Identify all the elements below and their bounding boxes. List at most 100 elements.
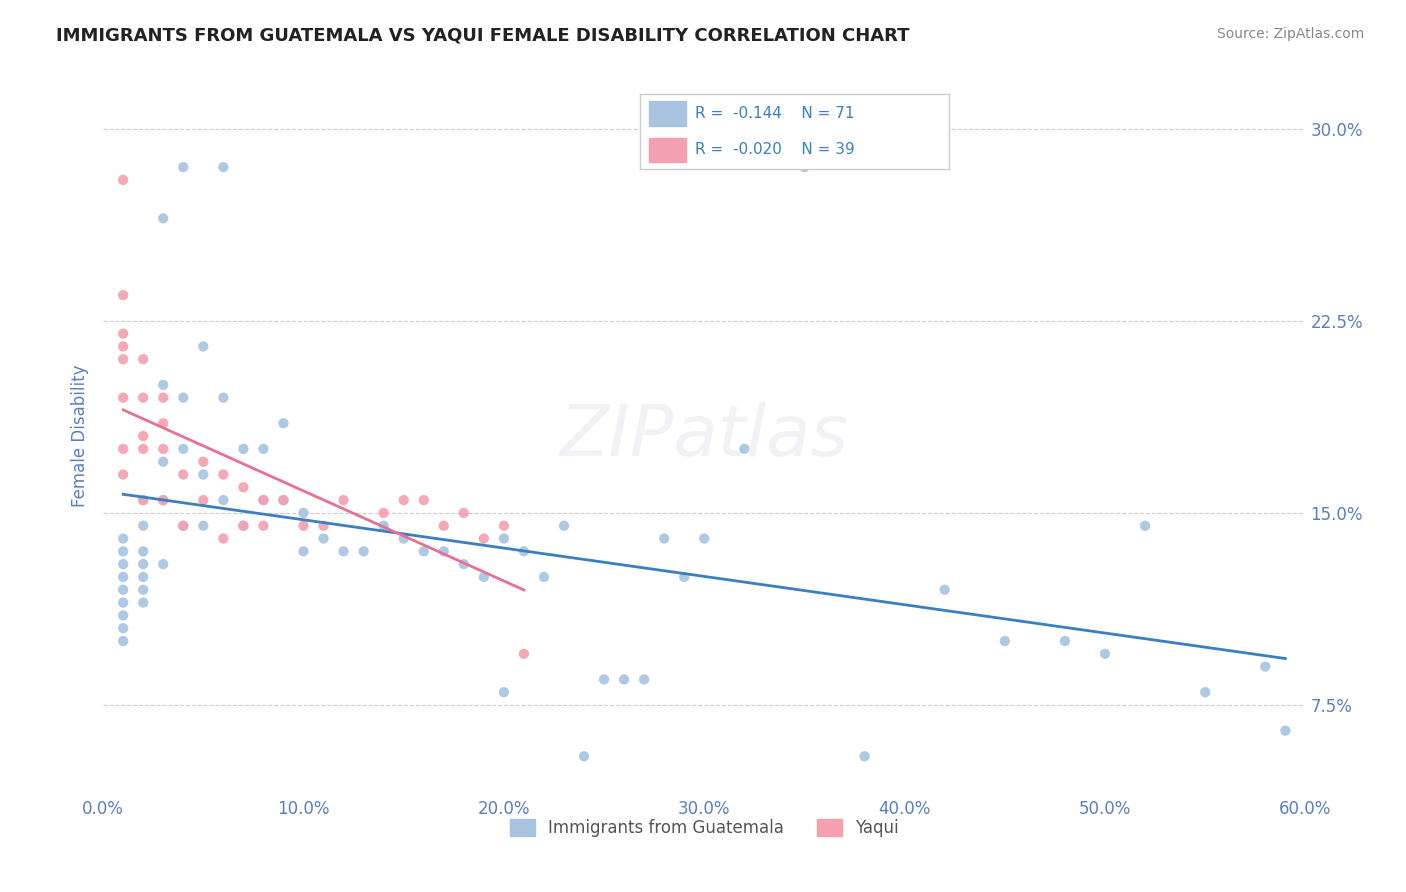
- Point: [312, 532, 335, 546]
- Point: [132, 429, 155, 443]
- Point: [212, 493, 235, 508]
- Point: [292, 544, 315, 558]
- Point: [193, 518, 215, 533]
- Point: [433, 544, 456, 558]
- Point: [132, 557, 155, 571]
- Point: [353, 544, 375, 558]
- Point: [292, 518, 315, 533]
- Point: [252, 493, 274, 508]
- Point: [132, 518, 155, 533]
- Point: [152, 557, 174, 571]
- Point: [112, 391, 135, 405]
- Point: [332, 544, 354, 558]
- Point: [152, 442, 174, 456]
- Point: [453, 557, 475, 571]
- Point: [232, 480, 254, 494]
- Point: [112, 544, 135, 558]
- Text: ZIPatlas: ZIPatlas: [560, 401, 849, 471]
- Text: R =  -0.020    N = 39: R = -0.020 N = 39: [696, 142, 855, 157]
- Point: [172, 160, 194, 174]
- Point: [112, 608, 135, 623]
- Point: [112, 467, 135, 482]
- Point: [193, 467, 215, 482]
- Point: [433, 518, 456, 533]
- Point: [273, 417, 295, 431]
- Point: [193, 493, 215, 508]
- Point: [593, 673, 616, 687]
- Point: [112, 288, 135, 302]
- Point: [112, 339, 135, 353]
- Point: [492, 685, 515, 699]
- Point: [112, 621, 135, 635]
- Legend: Immigrants from Guatemala, Yaqui: Immigrants from Guatemala, Yaqui: [503, 813, 905, 844]
- Point: [172, 518, 194, 533]
- Point: [252, 442, 274, 456]
- Point: [412, 544, 434, 558]
- Point: [1194, 685, 1216, 699]
- Point: [934, 582, 956, 597]
- Point: [152, 455, 174, 469]
- Point: [112, 557, 135, 571]
- Text: R =  -0.144    N = 71: R = -0.144 N = 71: [696, 106, 855, 121]
- Point: [232, 518, 254, 533]
- Point: [112, 582, 135, 597]
- Point: [112, 596, 135, 610]
- Point: [472, 532, 495, 546]
- Point: [373, 518, 395, 533]
- Point: [132, 570, 155, 584]
- Point: [1053, 634, 1076, 648]
- Point: [212, 391, 235, 405]
- Point: [693, 532, 716, 546]
- Point: [132, 596, 155, 610]
- Point: [132, 352, 155, 367]
- Point: [132, 582, 155, 597]
- Point: [273, 493, 295, 508]
- Point: [232, 518, 254, 533]
- Point: [112, 442, 135, 456]
- Point: [212, 532, 235, 546]
- Point: [112, 173, 135, 187]
- Y-axis label: Female Disability: Female Disability: [72, 365, 89, 508]
- Point: [633, 673, 655, 687]
- Point: [733, 442, 755, 456]
- Point: [132, 493, 155, 508]
- Point: [212, 467, 235, 482]
- Point: [1254, 659, 1277, 673]
- Point: [152, 391, 174, 405]
- Point: [513, 544, 536, 558]
- Point: [152, 377, 174, 392]
- Point: [172, 442, 194, 456]
- Point: [673, 570, 696, 584]
- Point: [613, 673, 636, 687]
- Point: [112, 352, 135, 367]
- Point: [332, 493, 354, 508]
- Point: [152, 211, 174, 226]
- Point: [132, 391, 155, 405]
- Point: [132, 544, 155, 558]
- Point: [492, 532, 515, 546]
- Point: [232, 442, 254, 456]
- Point: [193, 455, 215, 469]
- Point: [793, 160, 815, 174]
- Point: [412, 493, 434, 508]
- Point: [994, 634, 1017, 648]
- Point: [112, 570, 135, 584]
- Text: Source: ZipAtlas.com: Source: ZipAtlas.com: [1216, 27, 1364, 41]
- Point: [152, 493, 174, 508]
- Text: IMMIGRANTS FROM GUATEMALA VS YAQUI FEMALE DISABILITY CORRELATION CHART: IMMIGRANTS FROM GUATEMALA VS YAQUI FEMAL…: [56, 27, 910, 45]
- Point: [252, 493, 274, 508]
- Point: [273, 493, 295, 508]
- Point: [172, 467, 194, 482]
- Point: [112, 634, 135, 648]
- Point: [112, 326, 135, 341]
- Point: [533, 570, 555, 584]
- Point: [492, 518, 515, 533]
- Point: [252, 518, 274, 533]
- Point: [853, 749, 876, 764]
- Point: [572, 749, 595, 764]
- Point: [152, 493, 174, 508]
- Point: [1274, 723, 1296, 738]
- Point: [193, 339, 215, 353]
- Point: [1133, 518, 1156, 533]
- Point: [453, 506, 475, 520]
